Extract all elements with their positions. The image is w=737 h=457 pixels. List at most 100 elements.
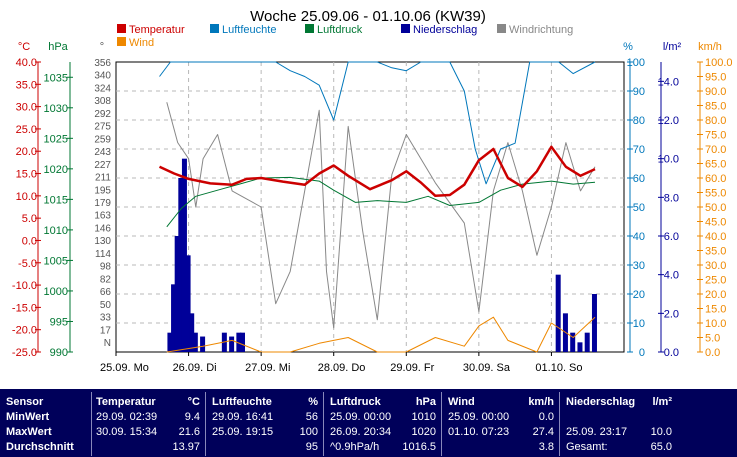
tick-wind-11: 45.0 <box>705 217 726 229</box>
tick-direction-0: 356 <box>94 58 111 69</box>
tick-temp-3: 25.0 <box>16 124 37 136</box>
axis-unit-temp: °C <box>18 41 30 53</box>
series-line-luftfeuchte <box>159 61 596 185</box>
tick-temp-4: 20.0 <box>16 146 37 158</box>
legend-swatch-5 <box>117 37 126 46</box>
axis-units: °C hPa °% l/m² km/h <box>18 41 722 53</box>
axis-unit-pressure: hPa <box>48 41 68 53</box>
tick-rain-7: 0.0 <box>664 347 679 359</box>
tick-temp-6: 10.0 <box>16 191 37 203</box>
series-lines <box>158 61 596 353</box>
legend-label-5: Wind <box>129 37 154 49</box>
tick-direction-16: 98 <box>100 262 112 273</box>
x-label-5: 30.09. Sa <box>463 362 511 374</box>
tick-direction-6: 259 <box>94 134 111 145</box>
tick-wind-16: 20.0 <box>705 289 726 301</box>
tick-wind-10: 50.0 <box>705 202 726 214</box>
tick-direction-11: 179 <box>94 198 111 209</box>
axis-unit-humidity: % <box>623 41 633 53</box>
tick-wind-2: 90.0 <box>705 86 726 98</box>
tick-temp-10: -10.0 <box>12 280 37 292</box>
x-label-2: 27.09. Mi <box>245 362 290 374</box>
plot-area <box>115 61 625 353</box>
legend-swatch-1 <box>210 24 219 33</box>
row-max-label: MaxWert <box>6 426 52 438</box>
tick-humidity-6: 40 <box>633 231 645 243</box>
min-press-value: 1010 <box>411 411 436 423</box>
tick-direction-18: 66 <box>100 287 112 298</box>
rain-total-label: Gesamt: <box>566 441 608 453</box>
tick-humidity-4: 60 <box>633 173 645 185</box>
tick-humidity-5: 50 <box>633 202 645 214</box>
legend-swatch-2 <box>305 24 314 33</box>
tick-direction-19: 50 <box>100 300 112 311</box>
max-rain-time: 25.09. 23:17 <box>566 426 628 438</box>
tick-humidity-10: 0 <box>639 347 645 359</box>
tick-temp-9: -5.0 <box>18 258 37 270</box>
tick-direction-8: 227 <box>94 160 111 171</box>
tick-direction-21: 17 <box>100 325 112 336</box>
header-sensor: Sensor <box>6 396 44 408</box>
max-hum-time: 25.09. 19:15 <box>212 426 274 438</box>
tick-direction-1: 340 <box>94 71 111 82</box>
tick-direction-4: 292 <box>94 109 111 120</box>
tick-temp-8: 0.0 <box>22 235 37 247</box>
header-pressure: Luftdruck <box>330 396 381 408</box>
tick-wind-14: 30.0 <box>705 260 726 272</box>
avg-temp-value: 13.97 <box>172 441 200 453</box>
rain-bars <box>167 158 597 352</box>
tick-wind-8: 60.0 <box>705 173 726 185</box>
legend-label-2: Luftdruck <box>317 24 363 36</box>
x-label-4: 29.09. Fr <box>390 362 434 374</box>
legend-swatch-0 <box>117 24 126 33</box>
tick-direction-17: 82 <box>100 274 112 285</box>
tick-rain-3: 8.0 <box>664 192 679 204</box>
tick-humidity-3: 70 <box>633 144 645 156</box>
rain-bar-4 <box>181 158 187 352</box>
axis-unit-wind: km/h <box>698 41 722 53</box>
rain-bar-17 <box>584 332 590 352</box>
tick-pressure-7: 1000 <box>44 286 68 298</box>
row-avg-label: Durchschnitt <box>6 441 74 453</box>
legend-swatch-4 <box>497 24 506 33</box>
tick-direction-14: 130 <box>94 236 111 247</box>
series-line-wind <box>166 316 596 353</box>
pressure-trend: ^0.9hPa/h <box>330 441 380 453</box>
tick-direction-20: 33 <box>100 313 112 324</box>
tick-wind-9: 55.0 <box>705 188 726 200</box>
tick-wind-5: 75.0 <box>705 130 726 142</box>
rain-bar-1 <box>171 284 177 352</box>
tick-direction-13: 146 <box>94 223 111 234</box>
tick-direction-22: N <box>104 338 111 349</box>
header-temperature: Temperatur <box>96 396 156 408</box>
axis-unit-rain: l/m² <box>663 41 682 53</box>
tick-pressure-9: 990 <box>50 347 68 359</box>
x-label-1: 26.09. Di <box>173 362 217 374</box>
tick-direction-5: 275 <box>94 122 111 133</box>
max-press-value: 1020 <box>411 426 436 438</box>
tick-pressure-4: 1015 <box>44 194 68 206</box>
statistics-table: Sensor Temperatur °C Luftfeuchte % Luftd… <box>0 389 737 457</box>
header-temperature-unit: °C <box>187 396 200 408</box>
tick-humidity-1: 90 <box>633 86 645 98</box>
rain-total-value: 65.0 <box>650 441 672 453</box>
rain-bar-6 <box>189 313 195 352</box>
series-line-temperatur <box>158 145 596 198</box>
legend-label-3: Niederschlag <box>413 24 477 36</box>
min-wind-time: 25.09. 00:00 <box>448 411 510 423</box>
chart-title: Woche 25.09.06 - 01.10.06 (KW39) <box>250 8 486 25</box>
header-wind-unit: km/h <box>528 396 554 408</box>
tick-temp-1: 35.0 <box>16 79 37 91</box>
avg-wind-value: 3.8 <box>538 441 554 453</box>
tick-wind-17: 15.0 <box>705 304 726 316</box>
max-temp-time: 30.09. 15:34 <box>96 426 158 438</box>
tick-wind-7: 65.0 <box>705 159 726 171</box>
rain-bar-7 <box>192 332 198 352</box>
tick-temp-2: 30.0 <box>16 102 37 114</box>
max-hum-value: 100 <box>299 426 318 438</box>
tick-wind-15: 25.0 <box>705 275 726 287</box>
legend-label-1: Luftfeuchte <box>222 24 276 36</box>
tick-rain-1: 12.0 <box>658 115 679 127</box>
tick-rain-4: 6.0 <box>664 231 679 243</box>
legend-label-0: Temperatur <box>129 24 185 36</box>
